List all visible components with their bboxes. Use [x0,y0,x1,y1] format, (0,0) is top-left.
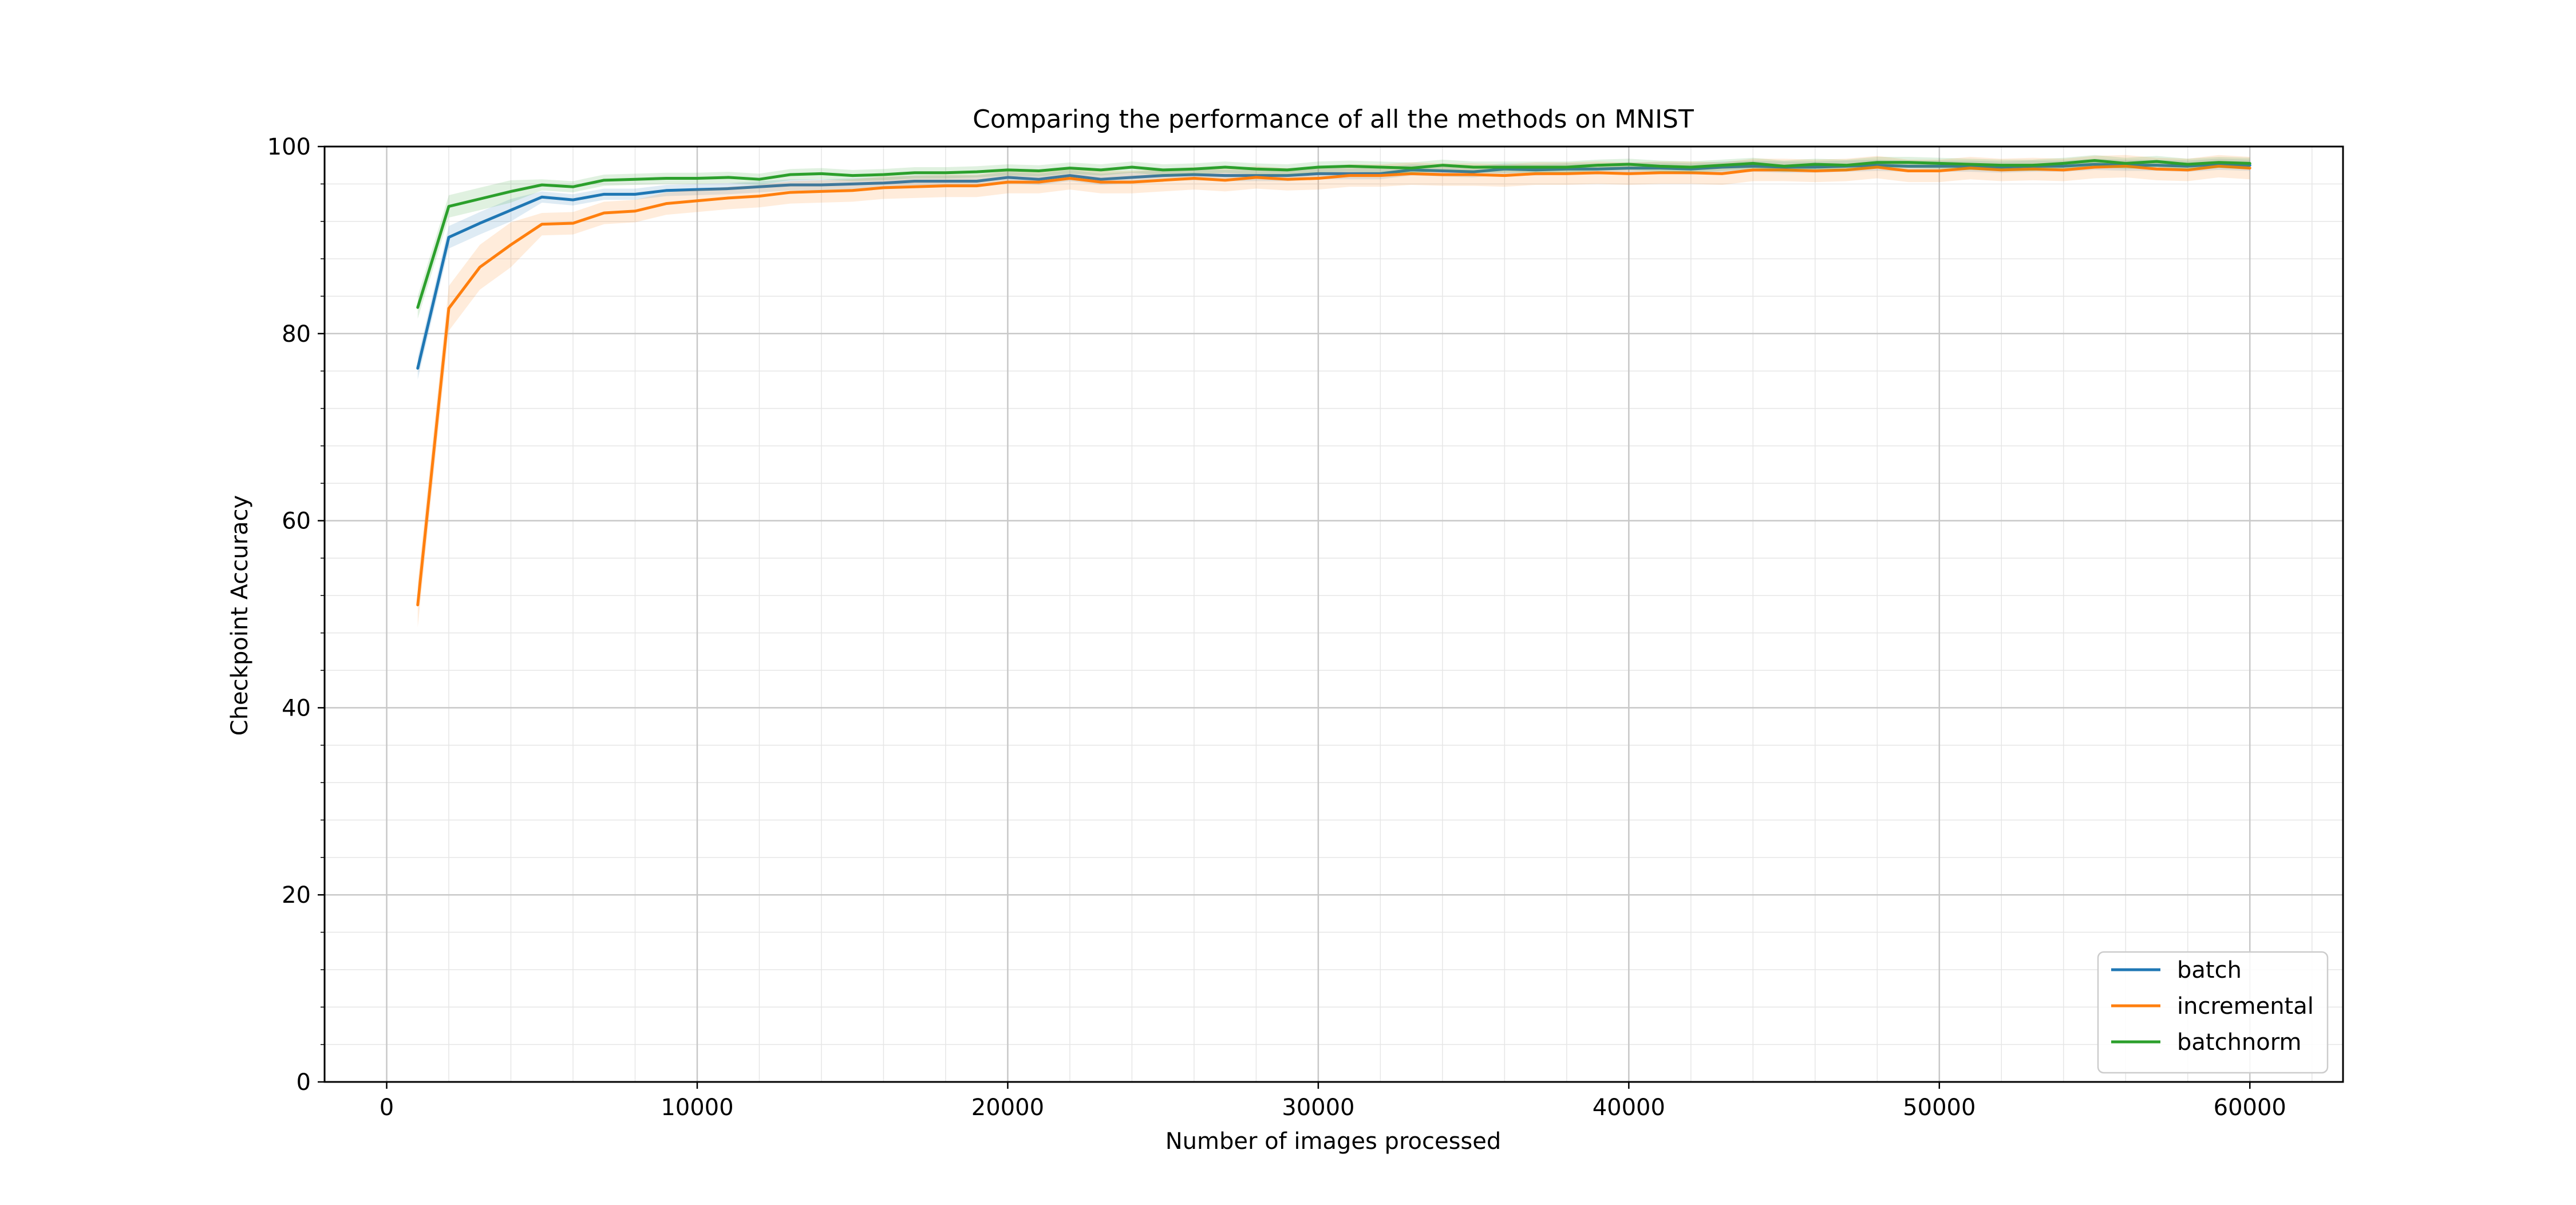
data-point-batch [2187,165,2188,167]
data-point-incremental [1038,181,1040,183]
x-axis-label: Number of images processed [1165,1128,1502,1155]
data-point-batchnorm [2063,163,2064,164]
legend: batch incremental batchnorm [2097,951,2329,1074]
y-tick-label: 60 [282,508,311,535]
data-point-incremental [728,197,729,199]
data-point-batch [1535,169,1536,171]
x-tick-label: 30000 [1282,1095,1354,1121]
data-point-batch [1255,175,1257,176]
data-point-incremental [1566,173,1567,174]
data-point-incremental [883,187,884,188]
data-point-incremental [1846,169,1847,171]
data-point-incremental [1411,173,1412,174]
data-point-batch [1970,165,1971,167]
series-line-incremental [416,164,2251,607]
data-point-batch [1411,169,1412,171]
legend-label-batch: batch [2177,957,2242,983]
data-point-batchnorm [2156,161,2158,162]
data-point-incremental [448,308,449,309]
data-point-incremental [2187,169,2188,171]
data-point-batchnorm [2125,163,2126,164]
legend-label-incremental: incremental [2177,993,2314,1020]
x-tick-label: 0 [380,1095,394,1121]
x-tick-label: 20000 [971,1095,1044,1121]
data-point-batch [603,193,605,195]
data-point-batch [1069,175,1070,176]
y-axis-label: Checkpoint Accuracy [227,495,253,736]
data-point-batchnorm [914,172,915,173]
data-point-incremental [790,192,791,193]
x-tick-label: 10000 [661,1095,733,1121]
data-point-batch [1224,175,1226,176]
data-point-batch [1908,165,1909,167]
axis-ticks: 0 10000 20000 30000 40000 50000 60000 0 20 40 60 80… [267,134,2286,1121]
legend-entries: batch incremental batchnorm [2111,957,2314,1056]
series-incremental [416,155,2251,627]
data-point-batch [728,188,729,189]
series-batchnorm [416,155,2251,319]
series-line-batchnorm [416,159,2251,309]
data-point-batchnorm [1349,165,1350,167]
y-tick-label: 80 [282,321,311,347]
plot-frame [323,145,2344,1083]
x-tick-label: 60000 [2214,1095,2286,1121]
data-point-batchnorm [2187,164,2188,165]
data-point-incremental [852,190,853,191]
data-point-batch [1380,173,1381,174]
y-tick-label: 20 [282,882,311,908]
data-point-batchnorm [758,179,760,180]
data-point-batch [417,368,418,369]
data-point-batchnorm [448,206,449,207]
data-point-batch [790,184,791,185]
x-tick-label: 40000 [1593,1095,1665,1121]
data-point-batch [1038,179,1040,180]
data-point-batchnorm [945,172,946,173]
data-point-incremental [1069,178,1070,179]
data-point-batchnorm [1970,164,1971,165]
data-point-batch [2063,165,2064,167]
data-point-incremental [1349,175,1350,176]
data-point-batch [448,236,449,238]
data-point-incremental [1535,173,1536,174]
series-layer [416,155,2251,627]
data-point-incremental [2001,169,2002,171]
y-tick-label: 100 [267,134,311,160]
x-tick-label: 50000 [1903,1095,1976,1121]
minor-grid [325,147,2343,1082]
data-point-incremental [2125,165,2126,167]
data-point-batch [1349,173,1350,174]
series-line-batch [416,163,2251,370]
series-batch [416,159,2251,380]
data-point-incremental [945,185,946,187]
y-tick-label: 0 [297,1069,311,1096]
data-point-batchnorm [1908,162,1909,163]
chart-title: Comparing the performance of all the met… [973,105,1694,134]
legend-label-batchnorm: batchnorm [2177,1029,2301,1056]
data-point-incremental [1504,175,1505,176]
data-point-batchnorm [852,175,853,176]
data-point-batchnorm [1876,162,1878,163]
data-point-incremental [1690,172,1692,173]
y-tick-label: 40 [282,695,311,721]
data-point-incremental [603,212,605,214]
data-point-incremental [1380,175,1381,176]
data-point-batchnorm [417,307,418,308]
data-point-incremental [2063,169,2064,171]
